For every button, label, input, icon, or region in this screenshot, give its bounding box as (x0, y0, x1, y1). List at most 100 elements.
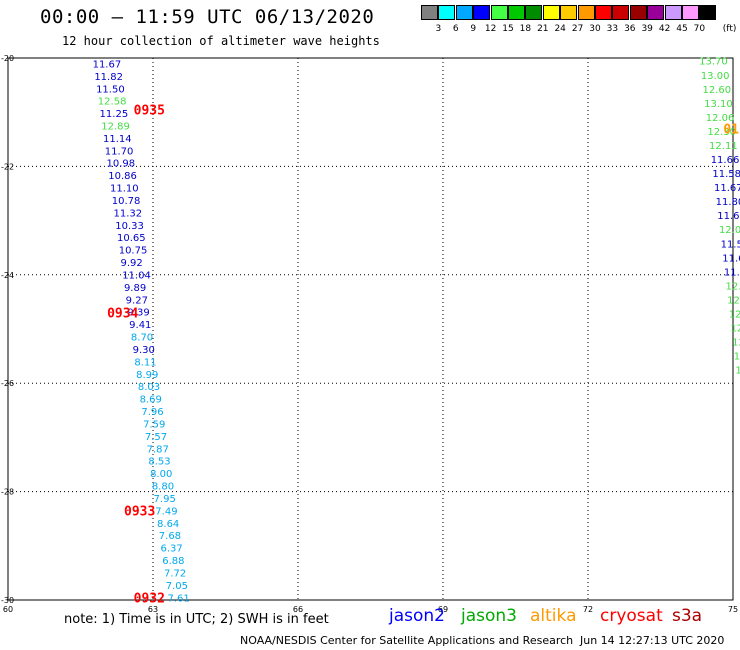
pass-time-label: 0934 (107, 307, 138, 322)
swh-value-label: 13 (734, 352, 740, 363)
legend-label: 42 (658, 24, 671, 34)
legend-swatch (560, 5, 578, 20)
swh-value-label: 12.58 (98, 97, 127, 108)
swh-value-label: 7.96 (141, 407, 163, 418)
legend-swatch (647, 5, 665, 20)
legend-swatch (525, 5, 543, 20)
swh-value-label: 9.92 (120, 258, 142, 269)
pass-time-label: 0933 (124, 505, 155, 520)
swh-value-label: 9.27 (126, 295, 148, 306)
legend-unit: (ft) (722, 24, 737, 34)
swh-value-label: 9.89 (124, 283, 146, 294)
swh-value-label: 7.61 (168, 593, 190, 604)
swh-value-label: 13.70 (699, 57, 728, 68)
satellite-label-s3a: s3a (672, 606, 703, 626)
swh-value-label: 12.89 (101, 121, 130, 132)
lon-tick-label: 60 (3, 605, 13, 614)
legend-label: 15 (502, 24, 514, 34)
swh-value-label: 11.32 (113, 208, 142, 219)
swh-value-label: 12.06 (706, 113, 735, 124)
lat-tick-label: -26 (1, 379, 14, 388)
lon-tick-label: 66 (293, 605, 303, 614)
swh-value-label: 12 (732, 338, 740, 349)
legend-swatch (682, 5, 699, 20)
swh-value-label: 11.93 (724, 267, 740, 278)
swh-value-label: 7.57 (145, 432, 167, 443)
legend-label: 39 (641, 24, 653, 34)
swh-value-label: 10.86 (108, 171, 137, 182)
swh-value-label: 13.10 (704, 99, 733, 110)
lon-tick-label: 69 (438, 605, 448, 614)
lon-tick-label: 72 (583, 605, 593, 614)
swh-value-label: 10.65 (117, 233, 146, 244)
swh-value-label: 8.00 (150, 469, 172, 480)
legend-swatch (612, 5, 630, 20)
legend-label: 33 (606, 24, 619, 34)
swh-value-label: 12.60 (702, 85, 731, 96)
swh-value-label: 11.58 (712, 169, 740, 180)
swh-value-label: 12.27 (726, 281, 740, 292)
swh-value-label: 11.04 (122, 270, 151, 281)
legend-label: 3 (435, 24, 442, 34)
swh-value-label: 10.78 (112, 196, 141, 207)
swh-value-label: 7.72 (164, 568, 186, 579)
swh-value-label: 12.2 (727, 295, 740, 306)
swh-value-label: 8.70 (131, 333, 153, 344)
swh-value-label: 7.87 (147, 444, 169, 455)
swh-value-label: 12.3 (729, 309, 740, 320)
legend-label: 30 (589, 24, 601, 34)
lat-tick-label: -30 (1, 596, 14, 605)
swh-value-label: 11.10 (110, 184, 139, 195)
satellite-label-altika: altika (530, 606, 577, 626)
swh-value-label: 13.00 (701, 71, 730, 82)
legend-label: 21 (537, 24, 549, 34)
swh-value-label: 12. (730, 324, 740, 335)
legend-label: 9 (470, 24, 477, 34)
swh-value-label: 11.66 (711, 155, 740, 166)
swh-value-label: 7.49 (155, 506, 177, 517)
swh-value-label: 8.69 (140, 395, 162, 406)
swh-value-label: 11.14 (103, 134, 132, 145)
swh-value-label: 8.80 (152, 482, 174, 493)
swh-value-label: 11.82 (94, 72, 123, 83)
pass-time-label: 01 (723, 122, 739, 137)
legend-label: 24 (554, 24, 566, 34)
legend-label: 6 (452, 24, 459, 34)
swh-value-label: 12.30 (707, 127, 736, 138)
lon-tick-label: 75 (728, 605, 738, 614)
swh-value-label: 6.88 (162, 556, 184, 567)
legend-swatch (473, 5, 491, 20)
swh-value-label: 8.03 (138, 382, 160, 393)
swh-value-label: 12.06 (719, 225, 740, 236)
swh-value-label: 11.67 (714, 183, 740, 194)
swh-value-label: 12.11 (709, 141, 738, 152)
swh-value-label: 10.98 (107, 159, 136, 170)
swh-value-label: 11.67 (722, 253, 740, 264)
swh-value-label: 9.39 (127, 308, 149, 319)
swh-value-label: 11.70 (105, 146, 134, 157)
page-subtitle: 12 hour collection of altimeter wave hei… (62, 34, 380, 48)
pass-time-label: 0935 (134, 103, 165, 118)
swh-value-label: 7.95 (154, 494, 176, 505)
legend-swatch (699, 5, 717, 20)
legend-swatch (664, 5, 682, 20)
map-frame (7, 57, 734, 601)
swh-value-label: 11.80 (716, 197, 740, 208)
swh-value-label: 6.37 (161, 544, 183, 555)
credit-text: NOAA/NESDIS Center for Satellite Applica… (240, 634, 574, 647)
legend-swatch (490, 5, 508, 20)
legend-label: 70 (693, 24, 706, 34)
page-title: 00:00 – 11:59 UTC 06/13/2020 (40, 6, 375, 28)
legend-swatch (542, 5, 560, 20)
legend-swatch (595, 5, 612, 20)
legend-label: 27 (571, 24, 584, 34)
legend-label: 18 (519, 24, 532, 34)
swh-value-label: 8.11 (134, 357, 156, 368)
lat-tick-label: -22 (1, 162, 14, 171)
satellite-label-cryosat: cryosat (600, 606, 663, 626)
legend-swatch (455, 5, 473, 20)
swh-value-label: 8.99 (136, 370, 158, 381)
legend-swatch (421, 5, 438, 20)
satellite-label-jason3: jason3 (461, 606, 517, 626)
